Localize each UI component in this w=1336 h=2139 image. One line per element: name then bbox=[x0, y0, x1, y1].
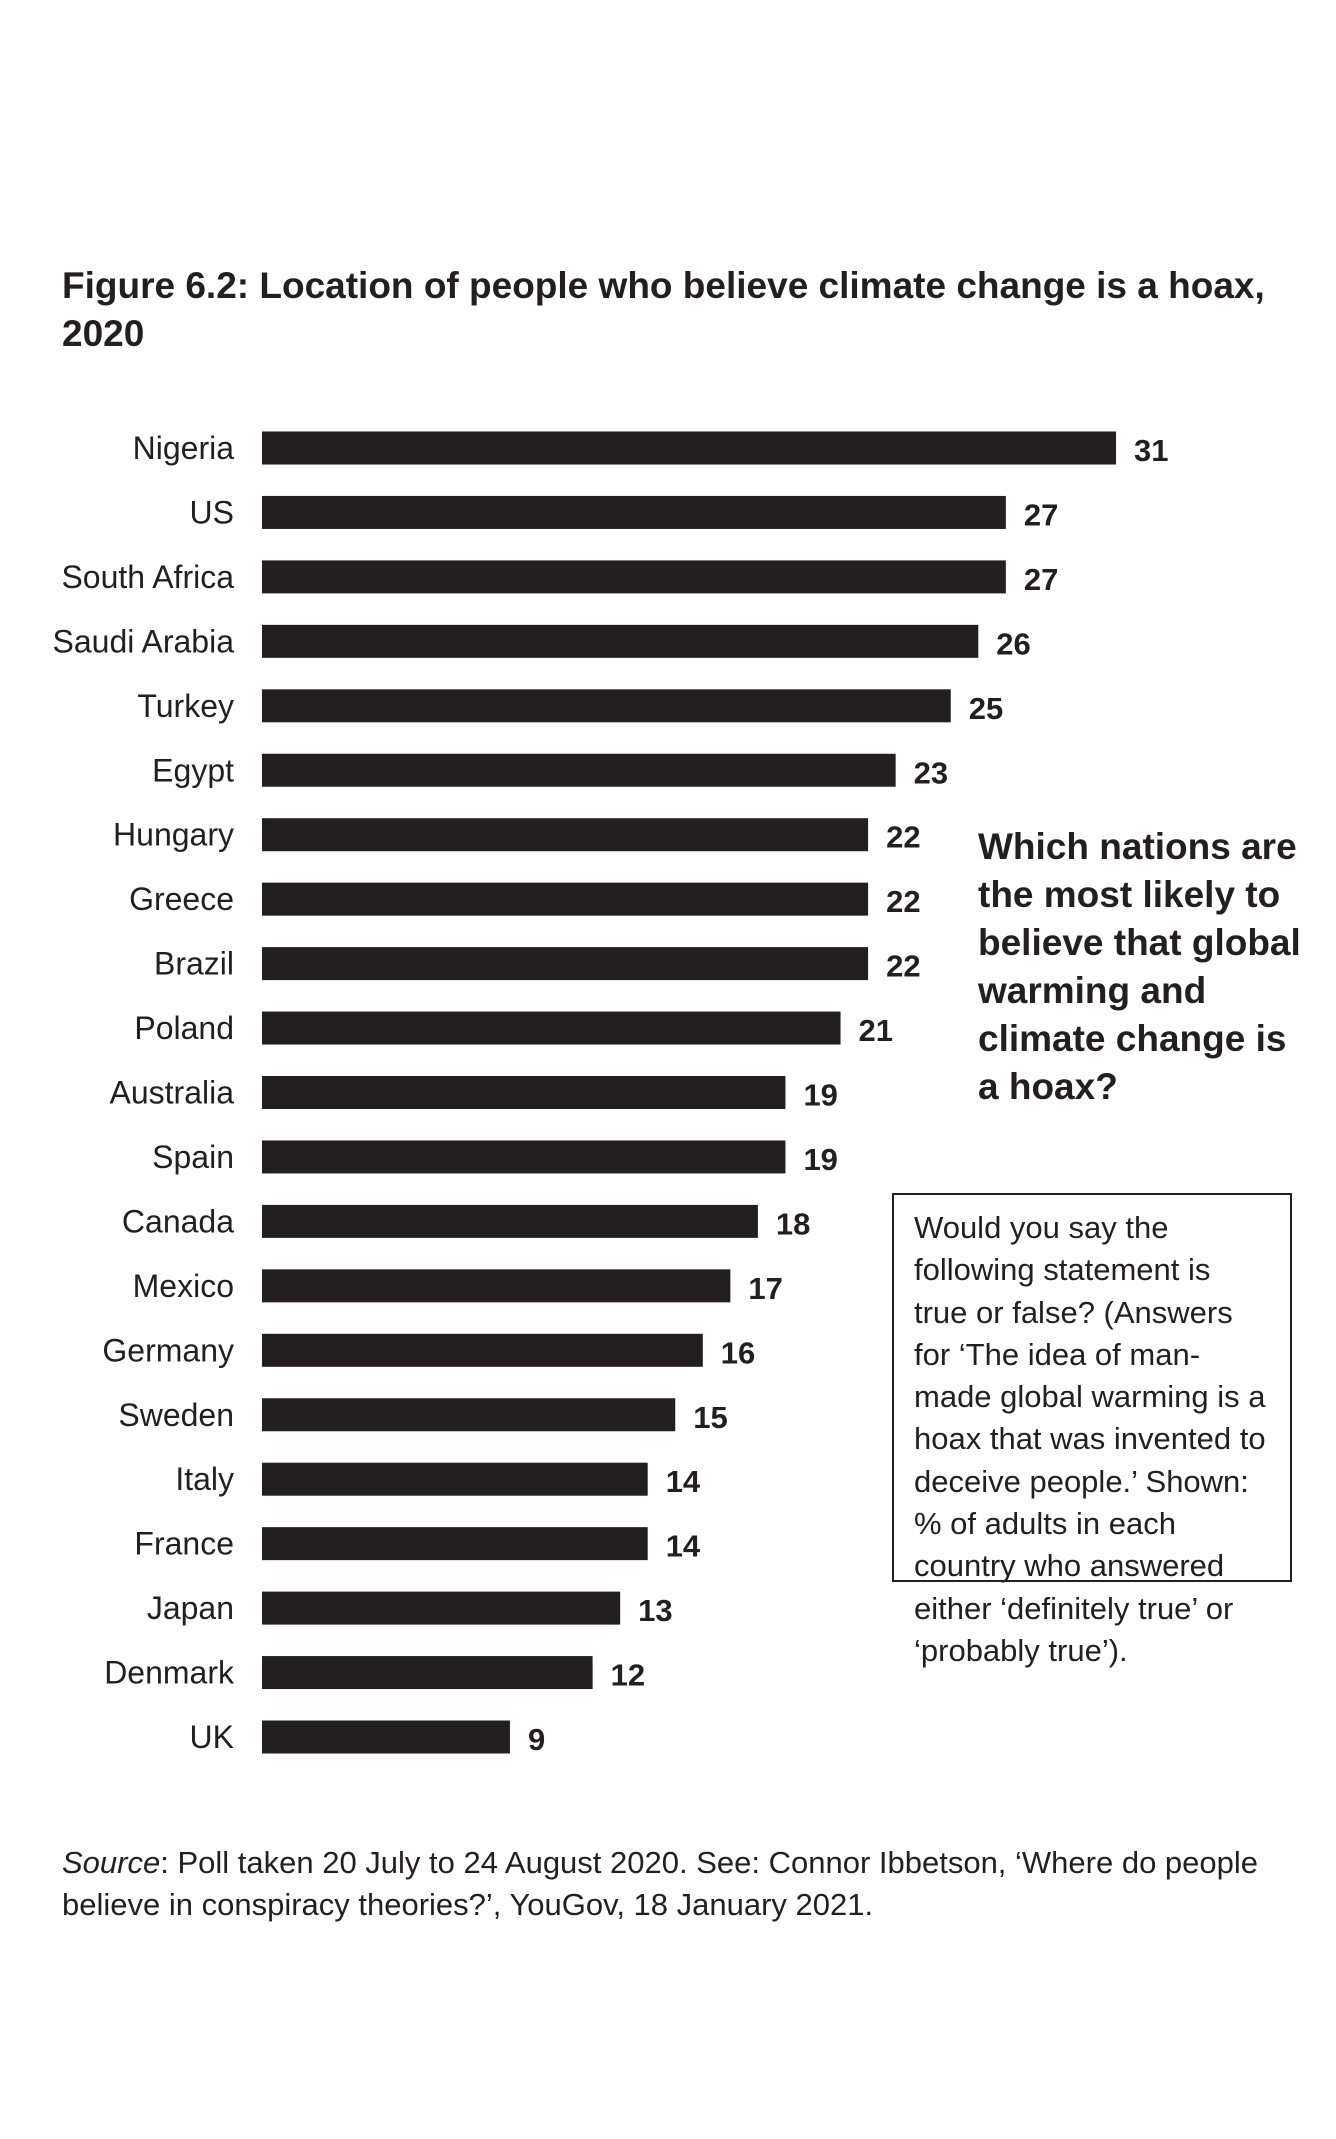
value-label: 18 bbox=[776, 1206, 810, 1241]
value-label: 14 bbox=[666, 1529, 701, 1564]
value-label: 23 bbox=[914, 755, 948, 790]
bar bbox=[262, 1076, 786, 1109]
category-label: Italy bbox=[175, 1461, 234, 1497]
bar bbox=[262, 818, 869, 852]
category-label: Poland bbox=[134, 1010, 234, 1046]
chart-title: Figure 6.2: Location of people who belie… bbox=[62, 265, 1265, 354]
value-label: 22 bbox=[886, 884, 920, 919]
bar bbox=[262, 1527, 648, 1561]
bar bbox=[262, 1591, 621, 1625]
category-label: Germany bbox=[102, 1332, 234, 1368]
value-label: 27 bbox=[1024, 562, 1058, 597]
source-label: Source bbox=[62, 1845, 161, 1880]
source-note: Source: Poll taken 20 July to 24 August … bbox=[62, 1842, 1302, 1926]
value-label: 21 bbox=[859, 1013, 893, 1048]
bar bbox=[262, 689, 951, 723]
value-label: 26 bbox=[996, 626, 1030, 661]
value-label: 19 bbox=[803, 1078, 837, 1113]
source-text: : Poll taken 20 July to 24 August 2020. … bbox=[62, 1845, 1259, 1922]
value-label: 16 bbox=[721, 1335, 755, 1370]
category-label: Spain bbox=[152, 1139, 234, 1175]
value-label: 15 bbox=[693, 1400, 727, 1435]
category-label: Greece bbox=[129, 881, 234, 917]
category-label: US bbox=[190, 494, 234, 530]
bar bbox=[262, 560, 1006, 594]
value-label: 12 bbox=[611, 1658, 645, 1693]
value-label: 17 bbox=[748, 1271, 782, 1306]
category-label: Egypt bbox=[152, 752, 234, 788]
bar bbox=[262, 1140, 786, 1174]
category-label: South Africa bbox=[61, 559, 234, 595]
bar bbox=[262, 1333, 703, 1367]
value-label: 22 bbox=[886, 820, 920, 855]
value-label: 9 bbox=[528, 1722, 545, 1757]
category-label: Australia bbox=[110, 1075, 235, 1111]
category-label: Japan bbox=[147, 1590, 234, 1626]
question-heading: Which nations are the most likely to bel… bbox=[978, 826, 1301, 1107]
bar bbox=[262, 753, 896, 787]
category-label: Brazil bbox=[154, 946, 234, 982]
value-label: 25 bbox=[969, 691, 1003, 726]
category-label: France bbox=[134, 1526, 234, 1562]
survey-note-text: Would you say the following statement is… bbox=[914, 1210, 1266, 1668]
bar bbox=[262, 1656, 593, 1690]
category-label: Canada bbox=[122, 1203, 234, 1239]
bar bbox=[262, 1720, 510, 1754]
bar bbox=[262, 1462, 648, 1496]
bar bbox=[262, 882, 869, 916]
category-label: Sweden bbox=[118, 1397, 234, 1433]
value-label: 19 bbox=[803, 1142, 837, 1177]
category-label: Turkey bbox=[137, 688, 234, 724]
bar bbox=[262, 495, 1006, 529]
category-label: Mexico bbox=[133, 1268, 234, 1304]
category-label: Denmark bbox=[104, 1655, 235, 1691]
bar bbox=[262, 1269, 731, 1303]
bar bbox=[262, 947, 869, 981]
value-label: 27 bbox=[1024, 497, 1058, 532]
bars-group: Nigeria 31 US 27 South Africa 27 Saudi Arabia 2… bbox=[53, 430, 1169, 1757]
value-label: 13 bbox=[638, 1593, 672, 1628]
survey-note-box: Would you say the following statement is… bbox=[892, 1193, 1292, 1668]
bar bbox=[262, 624, 979, 658]
category-label: Nigeria bbox=[133, 430, 235, 466]
bar bbox=[262, 1398, 676, 1432]
category-label: Hungary bbox=[113, 817, 234, 853]
category-label: UK bbox=[190, 1719, 234, 1755]
bar bbox=[262, 431, 1117, 465]
value-label: 31 bbox=[1134, 433, 1168, 468]
category-label: Saudi Arabia bbox=[53, 623, 235, 659]
value-label: 22 bbox=[886, 949, 920, 984]
value-label: 14 bbox=[666, 1464, 701, 1499]
bar bbox=[262, 1204, 758, 1238]
bar bbox=[262, 1011, 841, 1045]
